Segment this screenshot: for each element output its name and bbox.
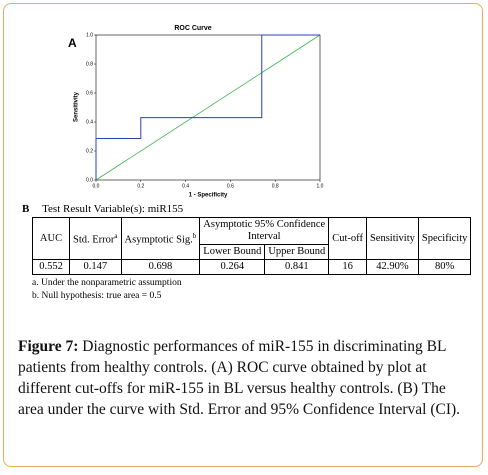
table-block: B Test Result Variable(s): miR155 AUC St… bbox=[22, 203, 472, 301]
header-sup: b bbox=[192, 232, 197, 241]
y-tick-label: 0.8 bbox=[86, 61, 93, 67]
chart-title: ROC Curve bbox=[174, 25, 211, 32]
header: AUC bbox=[32, 217, 70, 260]
panel-label: B bbox=[22, 203, 30, 215]
y-tick-label: 0.0 bbox=[86, 177, 93, 183]
frame bbox=[3, 3, 483, 467]
results-table: AUC Std. Errora Asymptotic Sig.b Asympto… bbox=[32, 217, 472, 275]
header-sup: a bbox=[114, 232, 118, 241]
header: Lower Bound bbox=[199, 244, 266, 260]
cell: 0.264 bbox=[199, 259, 266, 275]
header-text: Std. Error bbox=[73, 234, 115, 246]
cell: 0.552 bbox=[32, 259, 70, 275]
cell: 16 bbox=[328, 259, 367, 275]
cell: 42.90% bbox=[365, 259, 419, 275]
y-tick-label: 0.4 bbox=[86, 119, 93, 125]
header-text: Asymptotic Sig. bbox=[124, 234, 193, 246]
x-tick-label: 0.6 bbox=[227, 183, 234, 189]
footnote: a. Under the nonparametric assumption bbox=[32, 278, 182, 288]
plot-area bbox=[95, 34, 321, 181]
table-title: Test Result Variable(s): miR155 bbox=[42, 203, 184, 215]
caption: Figure 7: Diagnostic performances of miR… bbox=[18, 336, 473, 420]
x-tick-label: 0.4 bbox=[182, 183, 189, 189]
caption-text: Diagnostic performances of miR-155 in di… bbox=[18, 338, 461, 418]
y-axis-label: Sensitivity bbox=[74, 91, 80, 122]
header: Std. Errora bbox=[69, 217, 122, 260]
header: Specificity bbox=[417, 217, 472, 260]
x-tick-label: 0.8 bbox=[272, 183, 279, 189]
x-axis-label: 1 - Specificity bbox=[189, 193, 228, 199]
reference-line bbox=[95, 34, 321, 181]
y-tick-label: 0.2 bbox=[86, 148, 93, 154]
header: Upper Bound bbox=[264, 244, 330, 260]
caption-label: Figure 7: bbox=[18, 338, 79, 355]
cell: 80% bbox=[417, 259, 472, 275]
x-tick-label: 1.0 bbox=[317, 183, 324, 189]
cell: 0.698 bbox=[120, 259, 201, 275]
panel-label: A bbox=[68, 36, 77, 50]
x-tick-label: 0.2 bbox=[137, 183, 144, 189]
cell: 0.147 bbox=[69, 259, 122, 275]
roc-curve bbox=[95, 34, 320, 180]
footnote: b. Null hypothesis: true area = 0.5 bbox=[32, 291, 162, 301]
roc-chart: A ROC Curve 1 - Specificity Sensitivity … bbox=[68, 25, 324, 199]
x-tick-label: 0.0 bbox=[93, 183, 100, 189]
header: Asymptotic Sig.b bbox=[120, 217, 201, 260]
y-tick-label: 1.0 bbox=[86, 32, 93, 38]
cell: 0.841 bbox=[264, 259, 330, 275]
header: Cut-off bbox=[328, 217, 367, 260]
header: Sensitivity bbox=[365, 217, 419, 260]
y-tick-label: 0.6 bbox=[86, 90, 93, 96]
header: Asymptotic 95% Confidence Interval bbox=[199, 217, 330, 245]
